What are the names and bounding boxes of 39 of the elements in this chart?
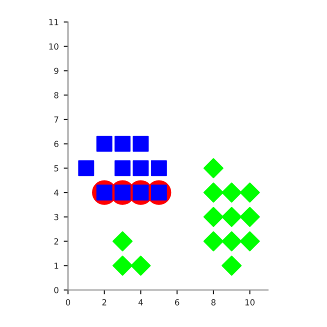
x-tick-label: 10	[245, 299, 255, 306]
point	[114, 136, 131, 152]
point	[222, 256, 242, 276]
x-tick-label: 0	[66, 299, 70, 306]
x-tick-label: 2	[102, 299, 106, 306]
point	[112, 256, 133, 276]
y-tick-label: 2	[54, 238, 58, 244]
point	[203, 182, 224, 203]
point	[114, 160, 131, 176]
point	[222, 182, 242, 203]
y-tick-label: 6	[54, 140, 58, 148]
y-tick-label: 5	[54, 165, 58, 172]
x-tick-label: 8	[211, 299, 216, 306]
point	[96, 136, 112, 152]
x-tick-label: 4	[138, 299, 143, 306]
point	[222, 231, 242, 252]
y-tick-label: 8	[54, 92, 58, 98]
point	[203, 206, 224, 227]
y-tick-label: 4	[54, 190, 59, 196]
point	[203, 158, 224, 178]
y-tick-label: 9	[54, 68, 58, 74]
point	[222, 206, 242, 227]
point	[132, 160, 149, 176]
y-tick-label: 7	[54, 116, 58, 123]
y-tick-label: 10	[49, 43, 58, 50]
point	[240, 231, 260, 252]
y-tick-label: 3	[54, 214, 58, 220]
point	[112, 231, 133, 252]
y-tick-label: 11	[49, 19, 58, 26]
y-tick-label: 0	[54, 286, 58, 294]
point	[203, 231, 224, 252]
x-tick-label: 6	[175, 299, 180, 306]
point	[78, 160, 94, 176]
point	[132, 136, 149, 152]
point	[240, 206, 260, 227]
point	[150, 160, 167, 176]
y-tick-label: 1	[54, 262, 58, 269]
point	[240, 182, 260, 203]
point	[130, 256, 151, 276]
